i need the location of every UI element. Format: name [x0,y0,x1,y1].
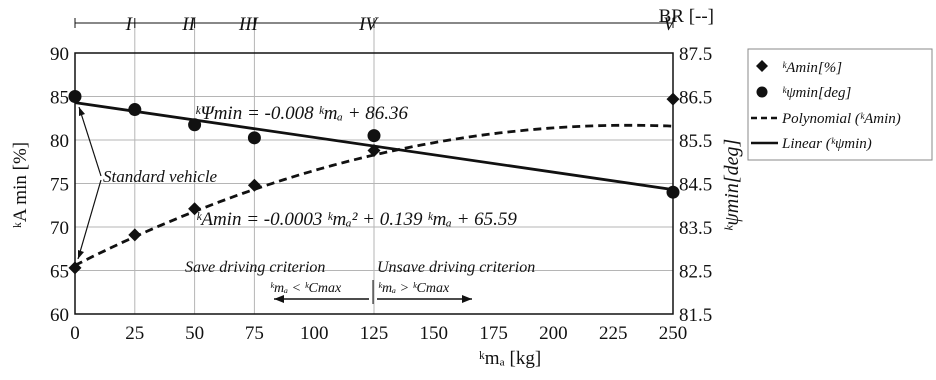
legend-label-amin: ᵏAmin[%] [782,60,842,76]
top-axis-region-label: IV [358,14,379,35]
y-axis-left-label: ᵏA min [%] [10,142,31,228]
psi-point [666,185,680,199]
y-left-tick-label: 60 [50,305,69,326]
y-right-tick-label: 84.5 [679,175,712,196]
amin-point [128,228,142,242]
x-tick-label: 225 [599,323,628,344]
y-right-tick-label: 86.5 [679,88,712,109]
psi-point [247,131,261,145]
top-axis: I II III IV V [74,14,677,35]
psi-point [367,129,381,143]
unsave-condition-label: ᵏmₐ > ᵏCmax [378,281,450,296]
top-axis-region-label: II [181,14,196,35]
grid-layer [75,23,673,314]
top-axis-region-label: V [663,14,677,35]
y-axis-right-label: ᵏψmin[deg] [721,139,743,232]
x-tick-label: 75 [245,323,264,344]
legend-label-psi: ᵏψmin[deg] [782,85,852,101]
x-tick-label: 175 [479,323,508,344]
legend-circle-marker [756,86,768,98]
legend-label-linear: Linear (ᵏψmin) [781,136,872,152]
legend-box [747,48,933,161]
y-right-tick-label: 82.5 [679,262,712,283]
legend: ᵏAmin[%] ᵏψmin[deg] Polynomial (ᵏAmin) L… [747,48,933,161]
x-axis-label: ᵏmₐ [kg] [479,348,541,369]
y-left-tick-label: 80 [50,131,69,152]
x-tick-label: 100 [300,323,329,344]
x-tick-label: 200 [539,323,568,344]
y-right-tick-label: 87.5 [679,44,712,65]
x-tick-label: 250 [659,323,688,344]
plot-frame [74,52,674,315]
x-tick-label: 0 [70,323,80,344]
unsave-criterion-label: Unsave driving criterion [377,259,535,276]
x-tick-label: 125 [360,323,389,344]
top-axis-region-label: I [125,14,134,35]
psi-point [68,90,82,103]
y-right-tick-label: 83.5 [679,218,712,239]
x-tick-label: 50 [185,323,204,344]
top-axis-region-label: III [238,14,260,35]
y-right-tick-label: 81.5 [679,305,712,326]
amin-point [367,143,381,157]
save-condition-label: ᵏmₐ < ᵏCmax [270,281,342,296]
y-left-tick-label: 70 [50,218,69,239]
y-right-tick-label: 85.5 [679,131,712,152]
save-criterion-label: Save driving criterion [185,259,325,276]
legend-diamond-marker [756,60,768,72]
amin-point [247,178,261,192]
legend-label-polynomial: Polynomial (ᵏAmin) [781,111,901,127]
top-axis-label: BR [--] [659,6,714,27]
data-markers [68,90,680,275]
psi-point [188,118,202,132]
polynomial-equation: ᵏAmin = -0.0003 ᵏmₐ² + 0.139 ᵏmₐ + 65.59 [196,209,517,230]
amin-point [68,261,82,275]
ticks-layer: 60 65 70 75 80 85 90 81.5 82.5 83.5 84.5 85.5 86.5 87… [50,44,712,344]
y-left-tick-label: 75 [50,175,69,196]
amin-point [188,202,202,216]
x-tick-label: 25 [125,323,144,344]
linear-equation: ᵏΨmin = -0.008 ᵏmₐ + 86.36 [195,103,409,124]
y-left-tick-label: 85 [50,88,69,109]
psi-point [128,103,142,117]
standard-vehicle-label: Standard vehicle [103,167,218,186]
amin-point [666,92,680,106]
y-left-tick-label: 65 [50,262,69,283]
criterion-arrows [274,280,472,304]
x-tick-label: 150 [420,323,449,344]
y-left-tick-label: 90 [50,44,69,65]
standard-vehicle-arrows [77,106,102,260]
